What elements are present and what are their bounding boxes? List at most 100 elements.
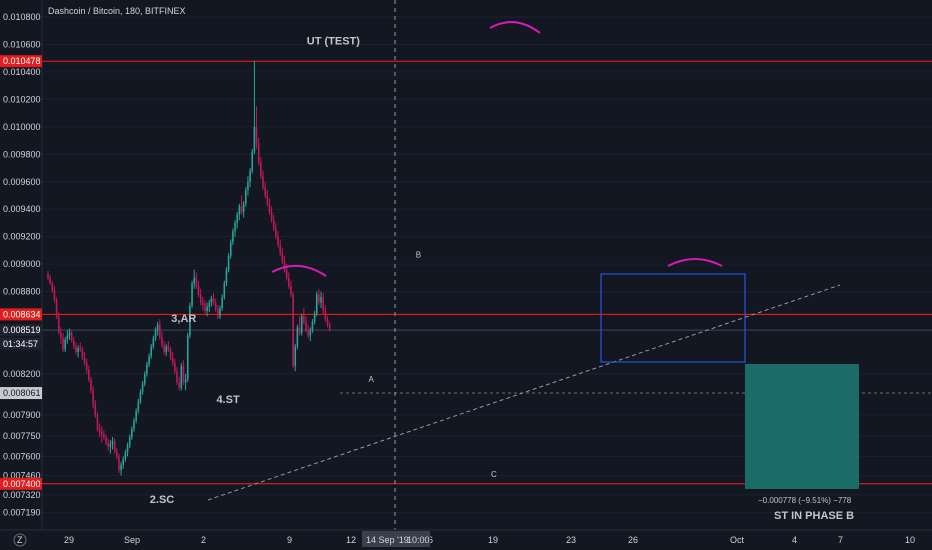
price-tick-label: 0.010200 [3,94,41,104]
candle-body [275,228,277,237]
candle-body [245,189,247,204]
candle-body [238,206,241,215]
candle-body [103,434,105,438]
candle-body [53,290,56,300]
phase-label: ST IN PHASE B [774,510,854,522]
candle-body [290,286,292,295]
candle-body [264,187,266,196]
candle-body [191,283,193,306]
candle-body [225,269,228,284]
price-tick-label: 0.008200 [3,369,41,379]
candle-body [122,459,125,465]
candle-body [79,347,82,350]
candle-body [85,362,88,370]
candle-body [283,261,286,270]
candle-body [180,365,183,388]
candle-body [83,357,86,363]
candle-body [126,445,129,453]
candle-body [229,242,232,256]
candle-body [186,335,189,380]
candle-body [305,321,307,331]
time-tick-label: 6 [428,535,433,545]
candle-body [171,357,174,363]
time-tick-label: Oct [730,535,745,545]
candle-body [277,236,279,245]
candle-body [156,324,159,331]
candle-body [92,390,94,405]
price-tick-label: 0.010400 [3,67,41,77]
candle-body [208,302,211,307]
candle-body [113,441,116,451]
annotations: UT (TEST) 3,AR 2.SC 4.ST A B C −0.000778 (−9.51… [150,21,854,522]
candle-body [236,214,238,223]
candle-body [227,255,230,270]
candle-body [96,415,99,429]
candle-body [51,283,54,291]
price-tick-label: 0.010600 [3,39,41,49]
candle-body [81,349,84,358]
candle-body [318,294,320,303]
time-tick-label: 19 [488,535,498,545]
annotation-label: 2.SC [150,494,175,506]
candle-body [152,338,155,347]
candle-body [242,203,245,212]
candle-body [184,379,187,383]
price-axis-panel [0,0,42,550]
candle-body [62,338,64,350]
price-badge [0,308,42,321]
candle-body [88,369,90,380]
candle-body [165,346,168,353]
candle-body [313,313,316,322]
candle-body [146,364,148,374]
arc-marker [271,265,327,277]
annotation-label: C [491,470,497,479]
candle-body [247,181,249,190]
price-tick-label: 0.009400 [3,204,41,214]
candle-body [189,305,191,336]
candle-body [66,335,69,340]
chart-title: Dashcoin / Bitcoin, 180, BITFINEX [48,6,186,16]
candle-body [176,371,178,383]
candle-body [167,346,170,350]
candle-body [199,294,202,303]
candle-body [266,195,269,204]
candle-body [307,330,309,336]
candle-body [70,332,73,342]
price-tick-label: 0.007190 [3,508,41,518]
candle-body [253,126,256,152]
candle-body [255,126,258,144]
time-tick-label: 23 [566,535,576,545]
candle-body [100,431,103,435]
time-axis-panel [0,530,932,550]
candle-body [221,297,223,309]
time-tick-label: 7 [838,535,843,545]
candle-body [292,294,294,366]
candle-body [320,297,322,303]
candle-body [161,336,163,346]
time-tick-label: 29 [64,535,74,545]
candle-body [214,302,217,310]
candle-body [174,362,176,372]
candle-body [57,316,60,333]
price-tick-label: 0.009200 [3,232,41,242]
price-badge [0,324,42,337]
crosshair-time-badge [362,531,430,547]
price-badge-label: 01:34:57 [3,339,38,349]
grid [42,16,932,514]
price-badge [0,477,42,490]
time-tick-label: 12 [346,535,356,545]
candle-body [150,346,152,357]
candle-body [212,298,215,303]
candle-body [133,420,135,429]
candle-body [270,211,273,221]
candle-body [49,277,51,284]
price-badge-label: 0.008061 [3,388,41,398]
candle-body [326,319,329,325]
candle-body [195,277,198,287]
candle-body [118,456,120,471]
candle-body [303,316,305,322]
price-tick-label: 0.007460 [3,471,41,481]
price-tick-label: 0.008800 [3,287,41,297]
candle-body [260,162,262,177]
